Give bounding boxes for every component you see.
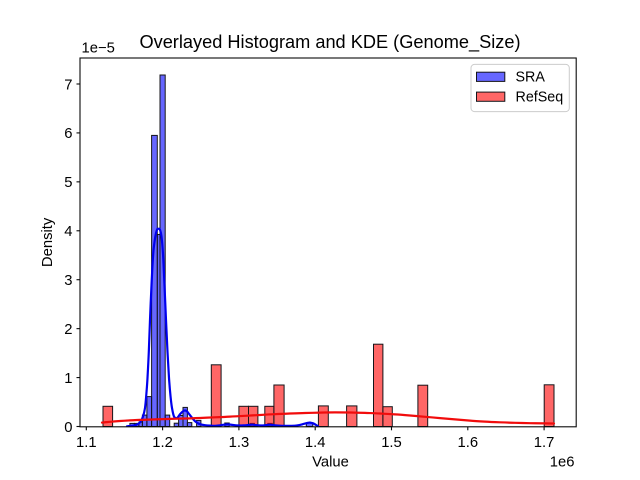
svg-text:1.3: 1.3 <box>229 435 250 451</box>
svg-text:1.1: 1.1 <box>76 435 97 451</box>
svg-text:RefSeq: RefSeq <box>516 89 564 105</box>
svg-text:1: 1 <box>64 371 72 387</box>
svg-text:Density: Density <box>40 217 56 267</box>
svg-text:1e6: 1e6 <box>550 455 575 471</box>
svg-text:Overlayed Histogram and KDE (G: Overlayed Histogram and KDE (Genome_Size… <box>139 32 520 53</box>
svg-text:5: 5 <box>64 175 72 191</box>
svg-text:1.7: 1.7 <box>534 435 555 451</box>
svg-text:2: 2 <box>64 322 72 338</box>
svg-text:6: 6 <box>64 126 72 142</box>
svg-text:Value: Value <box>312 455 349 471</box>
svg-text:7: 7 <box>64 77 72 93</box>
svg-text:1.5: 1.5 <box>381 435 402 451</box>
svg-text:1.4: 1.4 <box>305 435 326 451</box>
svg-text:1.6: 1.6 <box>458 435 479 451</box>
svg-text:1.2: 1.2 <box>152 435 173 451</box>
svg-text:0: 0 <box>64 420 72 436</box>
svg-text:SRA: SRA <box>516 70 546 86</box>
svg-text:1e−5: 1e−5 <box>82 41 115 57</box>
svg-text:4: 4 <box>64 224 72 240</box>
svg-text:3: 3 <box>64 273 72 289</box>
